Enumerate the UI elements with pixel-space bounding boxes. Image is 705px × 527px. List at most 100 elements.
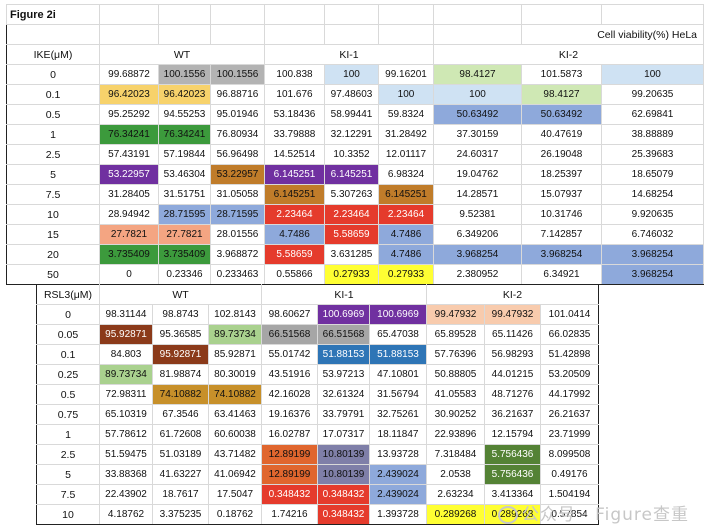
viability-cell: 98.4127 [433,64,522,85]
viability-cell: 0.348432 [317,484,370,505]
viability-cell: 9.52381 [433,204,522,225]
viability-cell: 31.28405 [99,184,159,205]
rsl3-row-label: RSL3(μM) [36,284,100,305]
viability-cell: 74.10882 [152,384,209,405]
watermark: 公众号 · Figure查重 [497,500,689,525]
group-header-ki1: KI-1 [261,284,427,305]
viability-cell: 2.439024 [369,484,427,505]
viability-cell: 98.4127 [521,84,602,105]
viability-cell: 2.63234 [426,484,485,505]
table-row: 0.25 89.73734 81.98874 80.30019 43.51916 53.9… [36,364,599,385]
concentration-cell: 0 [6,64,100,85]
viability-cell: 12.89199 [261,464,318,485]
viability-cell: 66.02835 [540,324,599,345]
table-row: 0.1 84.803 95.92871 85.92871 55.01742 51.8815… [36,344,599,365]
viability-cell: 18.25397 [521,164,602,185]
concentration-cell: 7.5 [36,484,100,505]
viability-cell: 99.47932 [426,304,485,325]
viability-cell: 6.349206 [433,224,522,245]
viability-cell: 3.968254 [601,264,704,285]
viability-cell: 30.90252 [426,404,485,425]
viability-cell: 101.5873 [521,64,602,85]
viability-cell: 3.968254 [433,244,522,265]
viability-cell: 74.10882 [208,384,262,405]
viability-cell: 3.968254 [601,244,704,265]
concentration-cell: 5 [36,464,100,485]
table-row: 0 99.68872 100.1556 100.1556 100.838 100 99.16… [6,64,704,85]
viability-cell: 59.8324 [378,104,434,125]
viability-cell: 32.61324 [317,384,370,405]
viability-cell: 95.01946 [210,104,265,125]
viability-cell: 95.92871 [152,344,209,365]
viability-cell: 63.41463 [208,404,262,425]
viability-cell: 28.71595 [158,204,211,225]
rsl3-viability-table: RSL3(μM) WT KI-1 KI-2 0 98.31144 98.8743 10… [36,284,599,525]
viability-cell: 102.8143 [208,304,262,325]
viability-cell: 95.25292 [99,104,159,125]
viability-cell: 2.23464 [324,204,379,225]
viability-cell: 96.88716 [210,84,265,105]
viability-cell: 16.02787 [261,424,318,445]
viability-cell: 99.20635 [601,84,704,105]
viability-cell: 62.69841 [601,104,704,125]
viability-cell: 43.51916 [261,364,318,385]
concentration-cell: 0.75 [36,404,100,425]
concentration-cell: 0.5 [6,104,100,125]
viability-cell: 51.42898 [540,344,599,365]
viability-cell: 6.145251 [324,164,379,185]
figure-title-row: Figure 2i [6,4,704,25]
concentration-cell: 0.5 [36,384,100,405]
viability-cell: 10.31746 [521,204,602,225]
viability-cell: 65.10319 [99,404,153,425]
viability-cell: 33.88368 [99,464,153,485]
viability-cell: 1.393728 [369,504,427,525]
concentration-cell: 20 [6,244,100,265]
viability-cell: 27.7821 [158,224,211,245]
viability-cell: 2.0538 [426,464,485,485]
group-header-row: RSL3(μM) WT KI-1 KI-2 [36,284,599,305]
viability-cell: 14.68254 [601,184,704,205]
viability-cell: 15.07937 [521,184,602,205]
viability-cell: 2.380952 [433,264,522,285]
viability-cell: 10.3352 [324,144,379,165]
ike-data-rows: 0 99.68872 100.1556 100.1556 100.838 100 99.16… [6,64,704,285]
wechat-icon [497,506,518,524]
viability-cell: 99.16201 [378,64,434,85]
group-header-wt: WT [99,284,262,305]
viability-cell: 10.80139 [317,444,370,465]
viability-cell: 4.7486 [264,224,325,245]
viability-cell: 0.55866 [264,264,325,285]
viability-cell: 66.51568 [317,324,370,345]
viability-cell: 6.145251 [264,164,325,185]
table-row: 15 27.7821 27.7821 28.01556 4.7486 5.58659 4.7… [6,224,704,245]
viability-cell: 6.746032 [601,224,704,245]
viability-cell: 98.60627 [261,304,318,325]
viability-cell: 3.735409 [158,244,211,265]
viability-cell: 17.07317 [317,424,370,445]
viability-cell: 6.145251 [264,184,325,205]
viability-cell: 6.34921 [521,264,602,285]
viability-cell: 0.289268 [426,504,485,525]
viability-cell: 53.20509 [540,364,599,385]
viability-cell: 42.16028 [261,384,318,405]
viability-cell: 17.5047 [208,484,262,505]
viability-cell: 95.92871 [99,324,153,345]
group-header-ki2: KI-2 [433,44,704,65]
viability-cell: 100.1556 [210,64,265,85]
viability-cell: 18.7617 [152,484,209,505]
viability-cell: 51.03189 [152,444,209,465]
viability-cell: 50.63492 [521,104,602,125]
viability-cell: 0.348432 [317,504,370,525]
concentration-cell: 1 [6,124,100,145]
viability-cell: 100.6969 [369,304,427,325]
group-header-wt: WT [99,44,265,65]
concentration-cell: 50 [6,264,100,285]
figure-title: Figure 2i [6,4,100,25]
viability-cell: 24.60317 [433,144,522,165]
viability-cell: 48.71276 [484,384,541,405]
viability-cell: 53.97213 [317,364,370,385]
viability-cell: 26.19048 [521,144,602,165]
viability-cell: 99.47932 [484,304,541,325]
viability-cell: 18.11847 [369,424,427,445]
viability-cell: 7.318484 [426,444,485,465]
